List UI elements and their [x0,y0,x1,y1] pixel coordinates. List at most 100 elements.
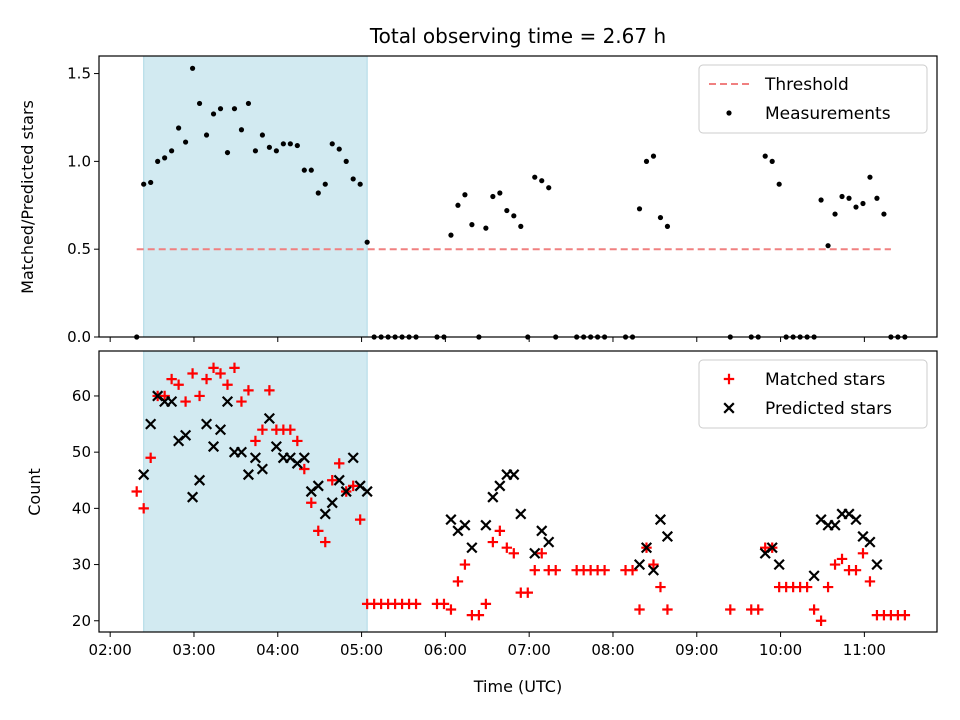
measurement-point [726,110,732,116]
matched-star-marker [313,525,324,537]
matched-star-marker [285,424,296,435]
matched-star-marker [529,564,540,576]
matched-star-marker [306,497,317,508]
measurement-point [839,193,845,200]
measurement-point [832,211,838,217]
matched-star-marker [410,598,422,610]
measurement-point [196,100,203,107]
measurement-point [483,225,489,231]
measurement-point [650,153,657,159]
observing-window-shade [143,350,368,633]
observing-window-shade [143,55,368,338]
measurement-point [287,141,293,147]
x-tick-label: 08:00 [591,641,634,659]
matched-star-marker [662,604,673,615]
y-tick-label: 40 [72,499,91,517]
matched-star-marker [299,463,310,475]
measurement-point [217,106,224,112]
measurement-point [874,195,880,201]
measurement-point [141,181,147,187]
matched-star-marker [208,362,219,374]
measurement-point [497,190,503,196]
predicted-star-marker [166,396,178,408]
measurement-point [818,197,824,203]
matched-star-marker [194,390,205,402]
measurement-point [301,167,307,173]
predicted-star-marker [494,480,506,492]
matched-star-marker [334,458,345,469]
predicted-star-marker [326,497,338,509]
x-tick-label: 11:00 [843,641,886,659]
predicted-star-marker [298,452,310,464]
matched-star-marker [864,576,876,587]
predicted-star-marker [723,402,735,414]
series-matched-stars [131,362,911,626]
measurement-point [462,192,468,198]
predicted-star-marker [347,452,359,464]
matched-star-marker [166,373,177,385]
matched-star-marker [655,581,666,593]
matched-star-marker [627,564,638,576]
measurement-point [448,232,454,238]
y-tick-label: 20 [72,612,91,630]
predicted-star-marker [445,514,457,526]
measurement-point [266,144,272,150]
measurement-point [224,149,231,156]
measurement-point [846,195,852,201]
series-predicted-stars [138,390,883,582]
matched-star-marker [508,548,520,559]
measurement-point [546,185,552,191]
matched-star-marker [899,609,911,621]
measurement-point [657,214,664,221]
matched-star-marker [131,486,142,497]
matched-star-marker [634,604,645,615]
predicted-star-marker [312,480,324,492]
legend-label: Predicted stars [765,399,892,419]
measurement-point [155,158,161,164]
predicted-star-marker [214,424,227,436]
legend: Threshold Measurements [698,64,928,134]
axes-frame [98,350,938,633]
predicted-star-marker [466,542,478,554]
y-axis-label: Count [25,468,44,516]
predicted-star-marker [242,469,255,481]
x-tick-label: 10:00 [759,641,802,659]
x-tick-label: 09:00 [675,641,718,659]
matched-star-marker [822,581,834,593]
predicted-star-marker [333,474,345,486]
predicted-star-marker [193,474,206,486]
predicted-star-marker [654,514,667,526]
measurement-point [636,206,643,212]
measurement-point [532,174,538,180]
matched-star-marker [187,368,198,379]
predicted-star-marker [773,558,785,571]
y-axis-label: Matched/Predicted stars [18,100,37,294]
predicted-star-marker [186,491,199,503]
predicted-star-marker [543,536,555,548]
measurement-point [343,158,349,164]
matched-star-marker [815,615,827,626]
matched-star-marker [201,373,212,385]
measurement-point [357,181,363,187]
matched-star-marker [599,564,610,576]
predicted-star-marker [850,514,862,526]
measurement-point [210,111,217,117]
predicted-star-marker [661,530,674,543]
predicted-star-marker [640,542,653,554]
measurement-point [203,132,210,138]
predicted-star-marker [871,558,883,571]
measurement-point [148,179,154,186]
measurement-point [539,178,545,184]
matched-star-marker [445,604,457,615]
predicted-star-marker [766,542,778,554]
predicted-star-marker [235,446,248,458]
x-tick-label: 07:00 [508,641,551,659]
predicted-star-marker [340,485,352,498]
measurement-point [169,148,175,154]
matched-star-marker [215,368,226,379]
x-tick-label: 02:00 [89,641,132,659]
matched-star-marker [250,435,261,447]
matched-star-marker [850,564,862,576]
predicted-star-marker [256,463,268,475]
y-tick-label: 1.0 [67,152,91,170]
